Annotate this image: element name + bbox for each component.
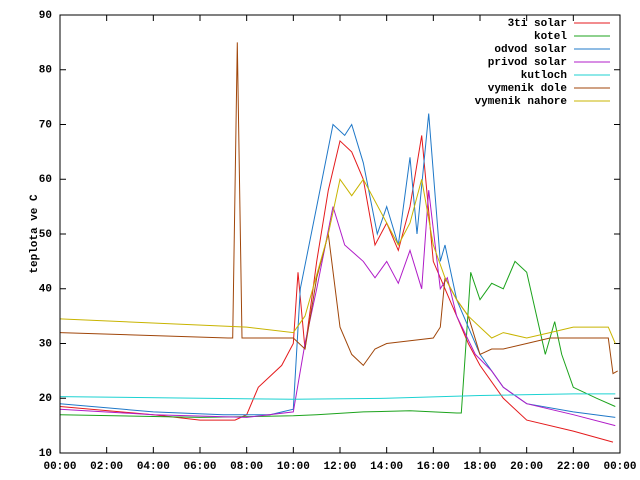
x-tick-label: 16:00 xyxy=(417,461,450,473)
x-tick-label: 06:00 xyxy=(183,461,216,473)
series-line xyxy=(59,260,616,418)
y-tick-label: 50 xyxy=(39,229,52,241)
y-tick-label: 20 xyxy=(39,393,52,405)
legend-label: vymenik nahore xyxy=(475,96,568,108)
x-tick-label: 22:00 xyxy=(557,461,590,473)
legend-label: 3ti solar xyxy=(508,18,567,30)
legend-label: vymenik dole xyxy=(488,83,568,95)
legend-label: odvod solar xyxy=(494,44,567,56)
series-line xyxy=(59,113,616,418)
y-tick-label: 10 xyxy=(39,448,52,460)
legend-label: kotel xyxy=(534,31,567,43)
x-tick-label: 08:00 xyxy=(230,461,263,473)
x-tick-label: 10:00 xyxy=(277,461,310,473)
y-tick-label: 30 xyxy=(39,338,52,350)
x-tick-label: 12:00 xyxy=(323,461,356,473)
series-line xyxy=(59,42,618,375)
y-tick-label: 70 xyxy=(39,119,52,131)
y-tick-label: 90 xyxy=(39,10,52,22)
x-tick-label: 14:00 xyxy=(370,461,403,473)
series-line xyxy=(59,178,616,344)
series-line xyxy=(59,190,616,427)
y-axis-label: teplota ve C xyxy=(29,194,41,274)
legend-label: kutloch xyxy=(521,70,567,82)
y-tick-label: 80 xyxy=(39,65,52,77)
plot-border xyxy=(59,14,621,454)
y-tick-label: 40 xyxy=(39,284,52,296)
legend-label: privod solar xyxy=(488,57,567,69)
x-tick-label: 20:00 xyxy=(510,461,543,473)
y-tick-label: 60 xyxy=(39,174,52,186)
x-tick-label: 18:00 xyxy=(463,461,496,473)
x-tick-label: 02:00 xyxy=(90,461,123,473)
x-tick-label: 00:00 xyxy=(603,461,636,473)
x-tick-label: 04:00 xyxy=(137,461,170,473)
x-tick-label: 00:00 xyxy=(43,461,76,473)
series-line xyxy=(59,393,616,400)
